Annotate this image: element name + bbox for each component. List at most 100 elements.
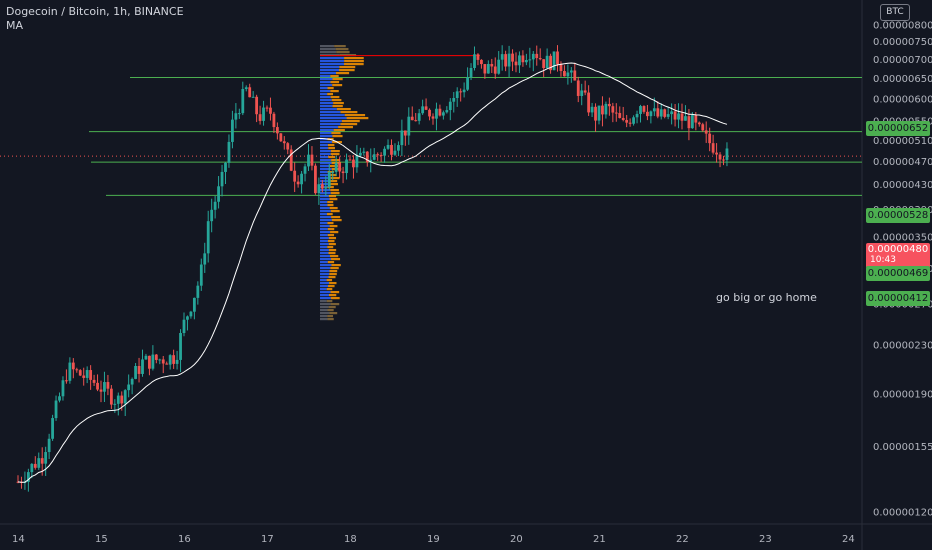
- candle-body: [314, 166, 317, 193]
- candle-body: [58, 396, 61, 400]
- candle-body: [587, 93, 590, 113]
- candle-body: [141, 359, 144, 374]
- candle-body: [639, 106, 642, 114]
- countdown-timer: 10:43: [866, 255, 930, 266]
- level-badge-528: 0.00000528: [866, 208, 930, 223]
- candle-body: [300, 174, 303, 185]
- candle-body: [594, 107, 597, 121]
- candle-body: [425, 106, 428, 109]
- candle-body: [577, 80, 580, 95]
- x-tick-label-7: 21: [593, 534, 606, 545]
- volume-profile-bar: [320, 264, 331, 266]
- candle-body: [283, 141, 286, 143]
- candle-body: [41, 458, 44, 464]
- candle-body: [234, 113, 237, 119]
- volume-profile-bar: [320, 45, 334, 47]
- x-tick-label-2: 16: [178, 534, 191, 545]
- volume-profile-bar: [331, 192, 340, 194]
- candle-body: [542, 59, 545, 68]
- volume-profile-bar: [345, 114, 365, 116]
- y-tick-label-16: 0.00000120: [873, 508, 932, 519]
- volume-profile-bar: [336, 72, 349, 74]
- candle-body: [165, 364, 168, 365]
- volume-profile-bar: [320, 237, 329, 239]
- volume-profile-bar: [320, 135, 332, 137]
- candle-body: [411, 117, 414, 120]
- volume-profile-bar: [320, 300, 327, 302]
- volume-profile-bar: [320, 210, 331, 212]
- candle-body: [103, 382, 106, 392]
- volume-profile-bar: [320, 309, 328, 311]
- volume-profile-bar: [320, 174, 329, 176]
- candle-body: [698, 123, 701, 125]
- candle-body: [546, 56, 549, 68]
- volume-profile-bar: [331, 132, 340, 134]
- candle-body: [535, 54, 538, 58]
- candle-body: [145, 356, 148, 360]
- candle-body: [539, 58, 542, 59]
- volume-profile-bar: [347, 117, 369, 119]
- candle-body: [89, 370, 92, 380]
- y-tick-label-8: 0.00000430: [873, 180, 932, 191]
- candle-body: [566, 73, 569, 77]
- volume-profile-bar: [328, 309, 334, 311]
- candle-body: [96, 383, 99, 390]
- volume-profile-bar: [320, 60, 344, 62]
- candle-body: [138, 366, 141, 374]
- y-tick-label-3: 0.00000650: [873, 74, 932, 85]
- volume-profile-bar: [320, 279, 327, 281]
- candle-body: [643, 106, 646, 112]
- candle-body: [442, 112, 445, 115]
- candle-body: [598, 106, 601, 121]
- candle-body: [317, 184, 320, 193]
- candle-body: [231, 120, 234, 142]
- volume-profile-bar: [332, 99, 342, 101]
- volume-profile-bar: [320, 222, 327, 224]
- volume-profile-bar: [320, 291, 331, 293]
- volume-profile-bar: [344, 57, 364, 59]
- candle-body: [463, 90, 466, 93]
- volume-profile-bar: [320, 165, 330, 167]
- candle-body: [86, 370, 89, 378]
- candle-body: [573, 70, 576, 80]
- volume-profile-bar: [320, 66, 339, 68]
- candle-body: [359, 153, 362, 156]
- volume-profile-bar: [337, 108, 351, 110]
- candle-body: [580, 90, 583, 96]
- currency-button[interactable]: BTC: [880, 4, 910, 21]
- candle-body: [570, 70, 573, 72]
- volume-profile-bar: [327, 246, 333, 248]
- candle-body: [688, 116, 691, 128]
- candle-body: [356, 156, 359, 168]
- candle-body: [663, 109, 666, 117]
- candle-body: [162, 359, 165, 363]
- volume-profile-bar: [320, 258, 331, 260]
- volume-profile-bar: [329, 273, 337, 275]
- volume-profile-bar: [320, 282, 329, 284]
- candle-body: [618, 113, 621, 118]
- candle-body: [179, 333, 182, 360]
- candle-body: [387, 145, 390, 149]
- candle-body: [48, 439, 51, 452]
- candle-body: [297, 182, 300, 185]
- candle-body: [37, 458, 40, 468]
- candle-body: [532, 54, 535, 59]
- candle-body: [276, 127, 279, 133]
- volume-profile-bar: [320, 123, 340, 125]
- volume-profile-bar: [327, 213, 333, 215]
- x-tick-label-6: 20: [510, 534, 523, 545]
- candle-body: [636, 114, 639, 117]
- candle-body: [473, 54, 476, 68]
- volume-profile-bar: [339, 66, 355, 68]
- x-tick-label-4: 18: [344, 534, 357, 545]
- volume-profile-bar: [320, 132, 331, 134]
- candle-body: [200, 265, 203, 286]
- candle-body: [290, 149, 293, 170]
- level-badge-652: 0.00000652: [866, 121, 930, 136]
- volume-profile-bar: [331, 210, 340, 212]
- volume-profile-bar: [329, 243, 336, 245]
- candle-body: [169, 355, 172, 364]
- indicator-label[interactable]: MA: [6, 19, 23, 32]
- candle-body: [459, 91, 462, 92]
